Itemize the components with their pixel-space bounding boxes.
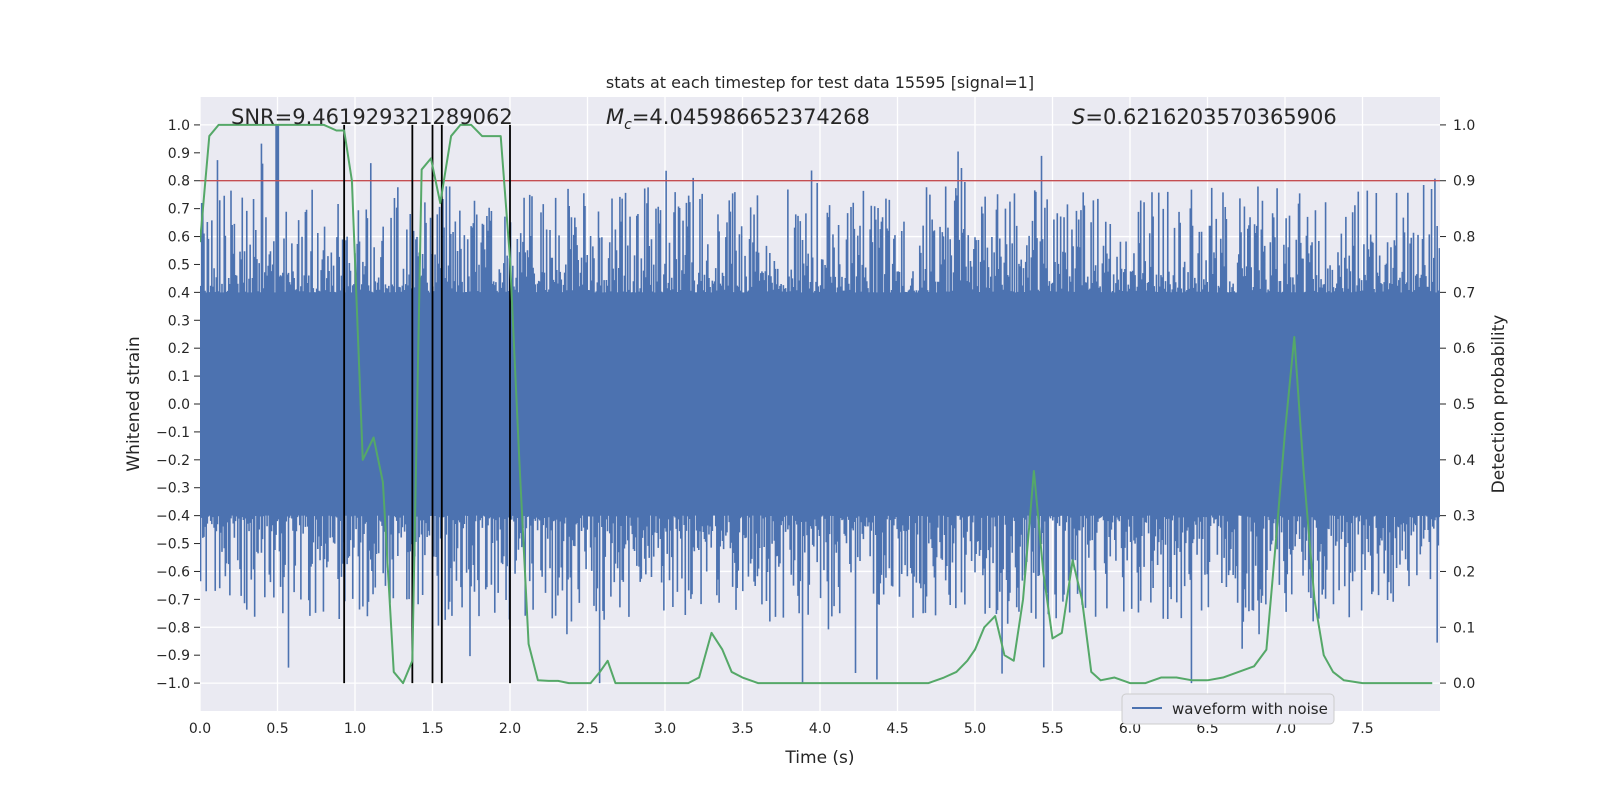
event-markers [343, 124, 511, 684]
legend-label-waveform: waveform with noise [1172, 700, 1328, 718]
y2-tick-label: 0.6 [1453, 341, 1475, 357]
x-tick-label: 4.0 [809, 721, 831, 737]
snr-annotation: SNR=9.461929321289062 [231, 105, 513, 129]
x-tick-label: 7.5 [1351, 721, 1373, 737]
y-tick-label: 0.1 [168, 369, 190, 385]
x-tick-label: 3.5 [731, 721, 753, 737]
y2-tick-label: 0.7 [1453, 285, 1475, 301]
y-tick-label: 0.9 [168, 146, 190, 162]
mc-value: =4.045986652374268 [632, 105, 870, 129]
series-waveform-with-noise [200, 124, 1440, 684]
y-tick-label: 1.0 [168, 118, 190, 134]
y2-tick-label: 1.0 [1453, 118, 1475, 134]
y2-tick-label: 0.0 [1453, 676, 1475, 692]
y-tick-label: 0.6 [168, 230, 190, 246]
y-tick-label: 0.3 [168, 313, 190, 329]
y2-tick-label: 0.1 [1453, 620, 1475, 636]
y-tick-label: −1.0 [156, 676, 190, 692]
y-tick-label: 0.5 [168, 257, 190, 273]
y-tick-label: −0.8 [156, 620, 190, 636]
y-tick-label: −0.2 [156, 453, 190, 469]
y-tick-label: 0.2 [168, 341, 190, 357]
mc-annotation: Mc=4.045986652374268 [606, 105, 870, 133]
y-tick-label: 0.7 [168, 202, 190, 218]
s-symbol: S [1072, 105, 1085, 129]
mc-symbol: M [606, 105, 624, 129]
y-tick-label: 0.4 [168, 285, 190, 301]
y-axis-label: Whitened strain [124, 336, 144, 471]
x-tick-label: 2.5 [576, 721, 598, 737]
x-tick-label: 6.0 [1119, 721, 1141, 737]
x-tick-label: 6.5 [1196, 721, 1218, 737]
x-tick-label: 1.5 [421, 721, 443, 737]
x-tick-label: 1.0 [344, 721, 366, 737]
y-tick-label: −0.6 [156, 564, 190, 580]
x-tick-label: 0.0 [189, 721, 211, 737]
s-annotation: S=0.6216203570365906 [1072, 105, 1337, 129]
x-tick-label: 3.0 [654, 721, 676, 737]
y-axis-ticks: −1.0 −0.9 −0.8 −0.7 −0.6 −0.5 −0.4 −0.3 −0.2 −0.1… [156, 118, 200, 692]
y-tick-label: −0.3 [156, 481, 190, 497]
mc-subscript: c [624, 117, 632, 133]
x-axis-ticks: 0.0 0.5 1.0 1.5 2.0 2.5 3.0 3.5 4.0 4.5 5.0 5.5 6.0 6… [189, 721, 1374, 737]
y2-tick-label: 0.3 [1453, 509, 1475, 525]
y2-tick-label: 0.9 [1453, 174, 1475, 190]
y2-axis-label: Detection probability [1489, 315, 1509, 494]
y-tick-label: −0.4 [156, 509, 190, 525]
y-tick-label: 0.0 [168, 397, 190, 413]
y2-tick-label: 0.8 [1453, 230, 1475, 246]
legend-box [1121, 693, 1335, 725]
y-tick-label: −0.7 [156, 592, 190, 608]
x-tick-label: 2.0 [499, 721, 521, 737]
y2-axis-ticks: 0.0 0.1 0.2 0.3 0.4 0.5 0.6 0.7 0.8 0.9 1.0 [1440, 118, 1475, 692]
y2-tick-label: 0.5 [1453, 397, 1475, 413]
chart-title: stats at each timestep for test data 155… [606, 73, 1034, 92]
legend: waveform with noise [1121, 693, 1335, 725]
y2-tick-label: 0.4 [1453, 453, 1475, 469]
y-tick-label: −0.9 [156, 648, 190, 664]
x-tick-label: 5.5 [1041, 721, 1063, 737]
series-detection-probability [200, 123, 1433, 685]
x-tick-label: 0.5 [266, 721, 288, 737]
x-tick-label: 7.0 [1274, 721, 1296, 737]
x-tick-label: 4.5 [886, 721, 908, 737]
x-axis-label: Time (s) [784, 748, 854, 768]
y2-tick-label: 0.2 [1453, 564, 1475, 580]
y-tick-label: 0.8 [168, 174, 190, 190]
s-value: =0.6216203570365906 [1085, 105, 1336, 129]
x-tick-label: 5.0 [964, 721, 986, 737]
y-tick-label: −0.5 [156, 537, 190, 553]
y-tick-label: −0.1 [156, 425, 190, 441]
